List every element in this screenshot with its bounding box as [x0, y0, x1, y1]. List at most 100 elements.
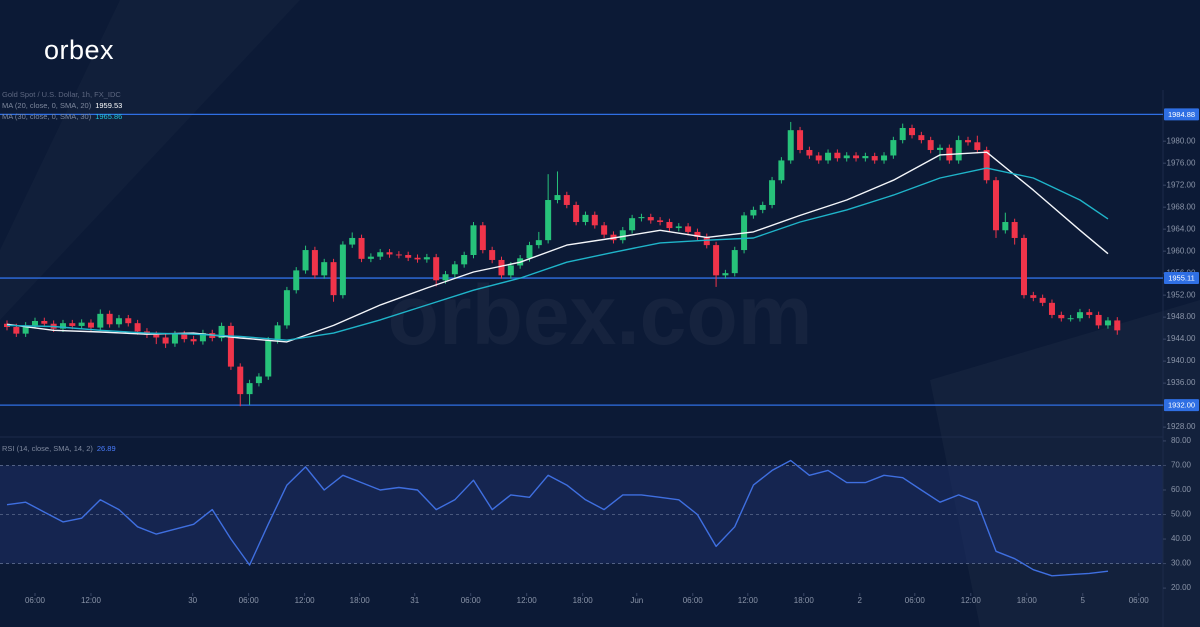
- candle-body: [367, 256, 374, 259]
- candle-body: [992, 180, 999, 231]
- watermark: orbex.com: [388, 268, 813, 362]
- candle-body: [647, 217, 654, 221]
- x-tick-label: 12:00: [961, 596, 982, 605]
- candle-body: [69, 323, 76, 326]
- candle-body: [545, 200, 552, 241]
- candle-body: [1058, 314, 1065, 319]
- x-tick-label: 18:00: [794, 596, 815, 605]
- candle-body: [675, 226, 682, 229]
- candle-body: [22, 325, 29, 334]
- candle-body: [657, 220, 664, 223]
- x-tick-label: 06:00: [683, 596, 704, 605]
- candle-body: [41, 320, 48, 324]
- candle-body: [1039, 297, 1046, 303]
- candle-body: [153, 334, 160, 338]
- candle-body: [591, 214, 598, 226]
- level-label: 1932.00: [1168, 401, 1195, 410]
- candle-body: [1114, 320, 1121, 331]
- candle-body: [750, 209, 757, 216]
- candle-body: [1020, 237, 1027, 296]
- candle-body: [125, 318, 132, 324]
- candle-body: [694, 231, 701, 237]
- candle-body: [283, 290, 290, 326]
- candle-body: [1002, 222, 1009, 231]
- candle-body: [703, 236, 710, 246]
- candle-body: [433, 257, 440, 281]
- candle-body: [731, 250, 738, 274]
- candle-body: [778, 160, 785, 181]
- y-tick-label: 80.00: [1171, 436, 1192, 445]
- candle-body: [293, 270, 300, 291]
- candle-body: [395, 254, 402, 256]
- candle-body: [965, 140, 972, 143]
- y-tick-label: 1972.00: [1167, 180, 1196, 189]
- candle-body: [87, 322, 94, 328]
- candle-body: [479, 225, 486, 251]
- level-label-box: [1164, 272, 1199, 285]
- candle-body: [899, 127, 906, 141]
- candle-body: [237, 366, 244, 395]
- candle-body: [769, 180, 776, 205]
- candle-body: [563, 195, 570, 205]
- candle-body: [722, 273, 729, 276]
- candle-body: [834, 152, 841, 159]
- candle-body: [1095, 314, 1102, 326]
- legend-label: RSI (14, close, SMA, 14, 2): [2, 444, 93, 453]
- candle-body: [470, 225, 477, 256]
- candle-body: [1104, 320, 1111, 326]
- x-tick-label: 31: [410, 596, 419, 605]
- candle-body: [974, 142, 981, 150]
- candle-body: [554, 195, 561, 201]
- candle-body: [377, 252, 384, 257]
- candle-body: [759, 204, 766, 210]
- candle-body: [255, 376, 262, 384]
- candle-body: [265, 340, 272, 377]
- candle-body: [78, 322, 85, 326]
- candle-body: [330, 262, 337, 296]
- y-tick-label: 20.00: [1171, 583, 1192, 592]
- candle-body: [1086, 312, 1093, 315]
- series-line: [6, 167, 1109, 341]
- x-tick-label: 2: [858, 596, 863, 605]
- x-tick-label: 18:00: [350, 596, 371, 605]
- y-tick-label: 1944.00: [1167, 334, 1196, 343]
- candle-body: [423, 257, 430, 260]
- candle-body: [909, 127, 916, 136]
- candle-body: [498, 259, 505, 276]
- x-tick-label: 06:00: [239, 596, 260, 605]
- y-tick-label: 1960.00: [1167, 246, 1196, 255]
- x-tick-label: 30: [188, 596, 197, 605]
- candle-body: [1076, 312, 1083, 319]
- candle-body: [937, 147, 944, 150]
- candle-body: [573, 204, 580, 223]
- legend-label: MA (30, close, 0, SMA, 30): [2, 112, 92, 121]
- candle-body: [13, 327, 20, 334]
- candle-body: [713, 245, 720, 276]
- candle-body: [274, 325, 281, 341]
- candle-body: [134, 323, 141, 332]
- candle-body: [339, 244, 346, 296]
- candle-body: [1048, 302, 1055, 315]
- candle-body: [638, 217, 645, 219]
- candle-body: [31, 320, 38, 326]
- y-tick-label: 1936.00: [1167, 378, 1196, 387]
- legend-value: 26.89: [97, 444, 116, 453]
- candle-body: [227, 325, 234, 367]
- y-tick-label: 1940.00: [1167, 356, 1196, 365]
- x-tick-label: 12:00: [295, 596, 316, 605]
- candle-body: [535, 240, 542, 246]
- candle-body: [190, 339, 197, 342]
- candle-body: [162, 337, 169, 344]
- level-label-box: [1164, 399, 1199, 412]
- y-tick-label: 40.00: [1171, 534, 1192, 543]
- candle-body: [451, 264, 458, 275]
- candle-body: [3, 323, 10, 328]
- candle-body: [489, 250, 496, 260]
- y-tick-label: 60.00: [1171, 485, 1192, 494]
- candle-body: [955, 140, 962, 161]
- x-tick-label: 06:00: [461, 596, 482, 605]
- candle-body: [927, 140, 934, 150]
- candle-body: [1011, 222, 1018, 238]
